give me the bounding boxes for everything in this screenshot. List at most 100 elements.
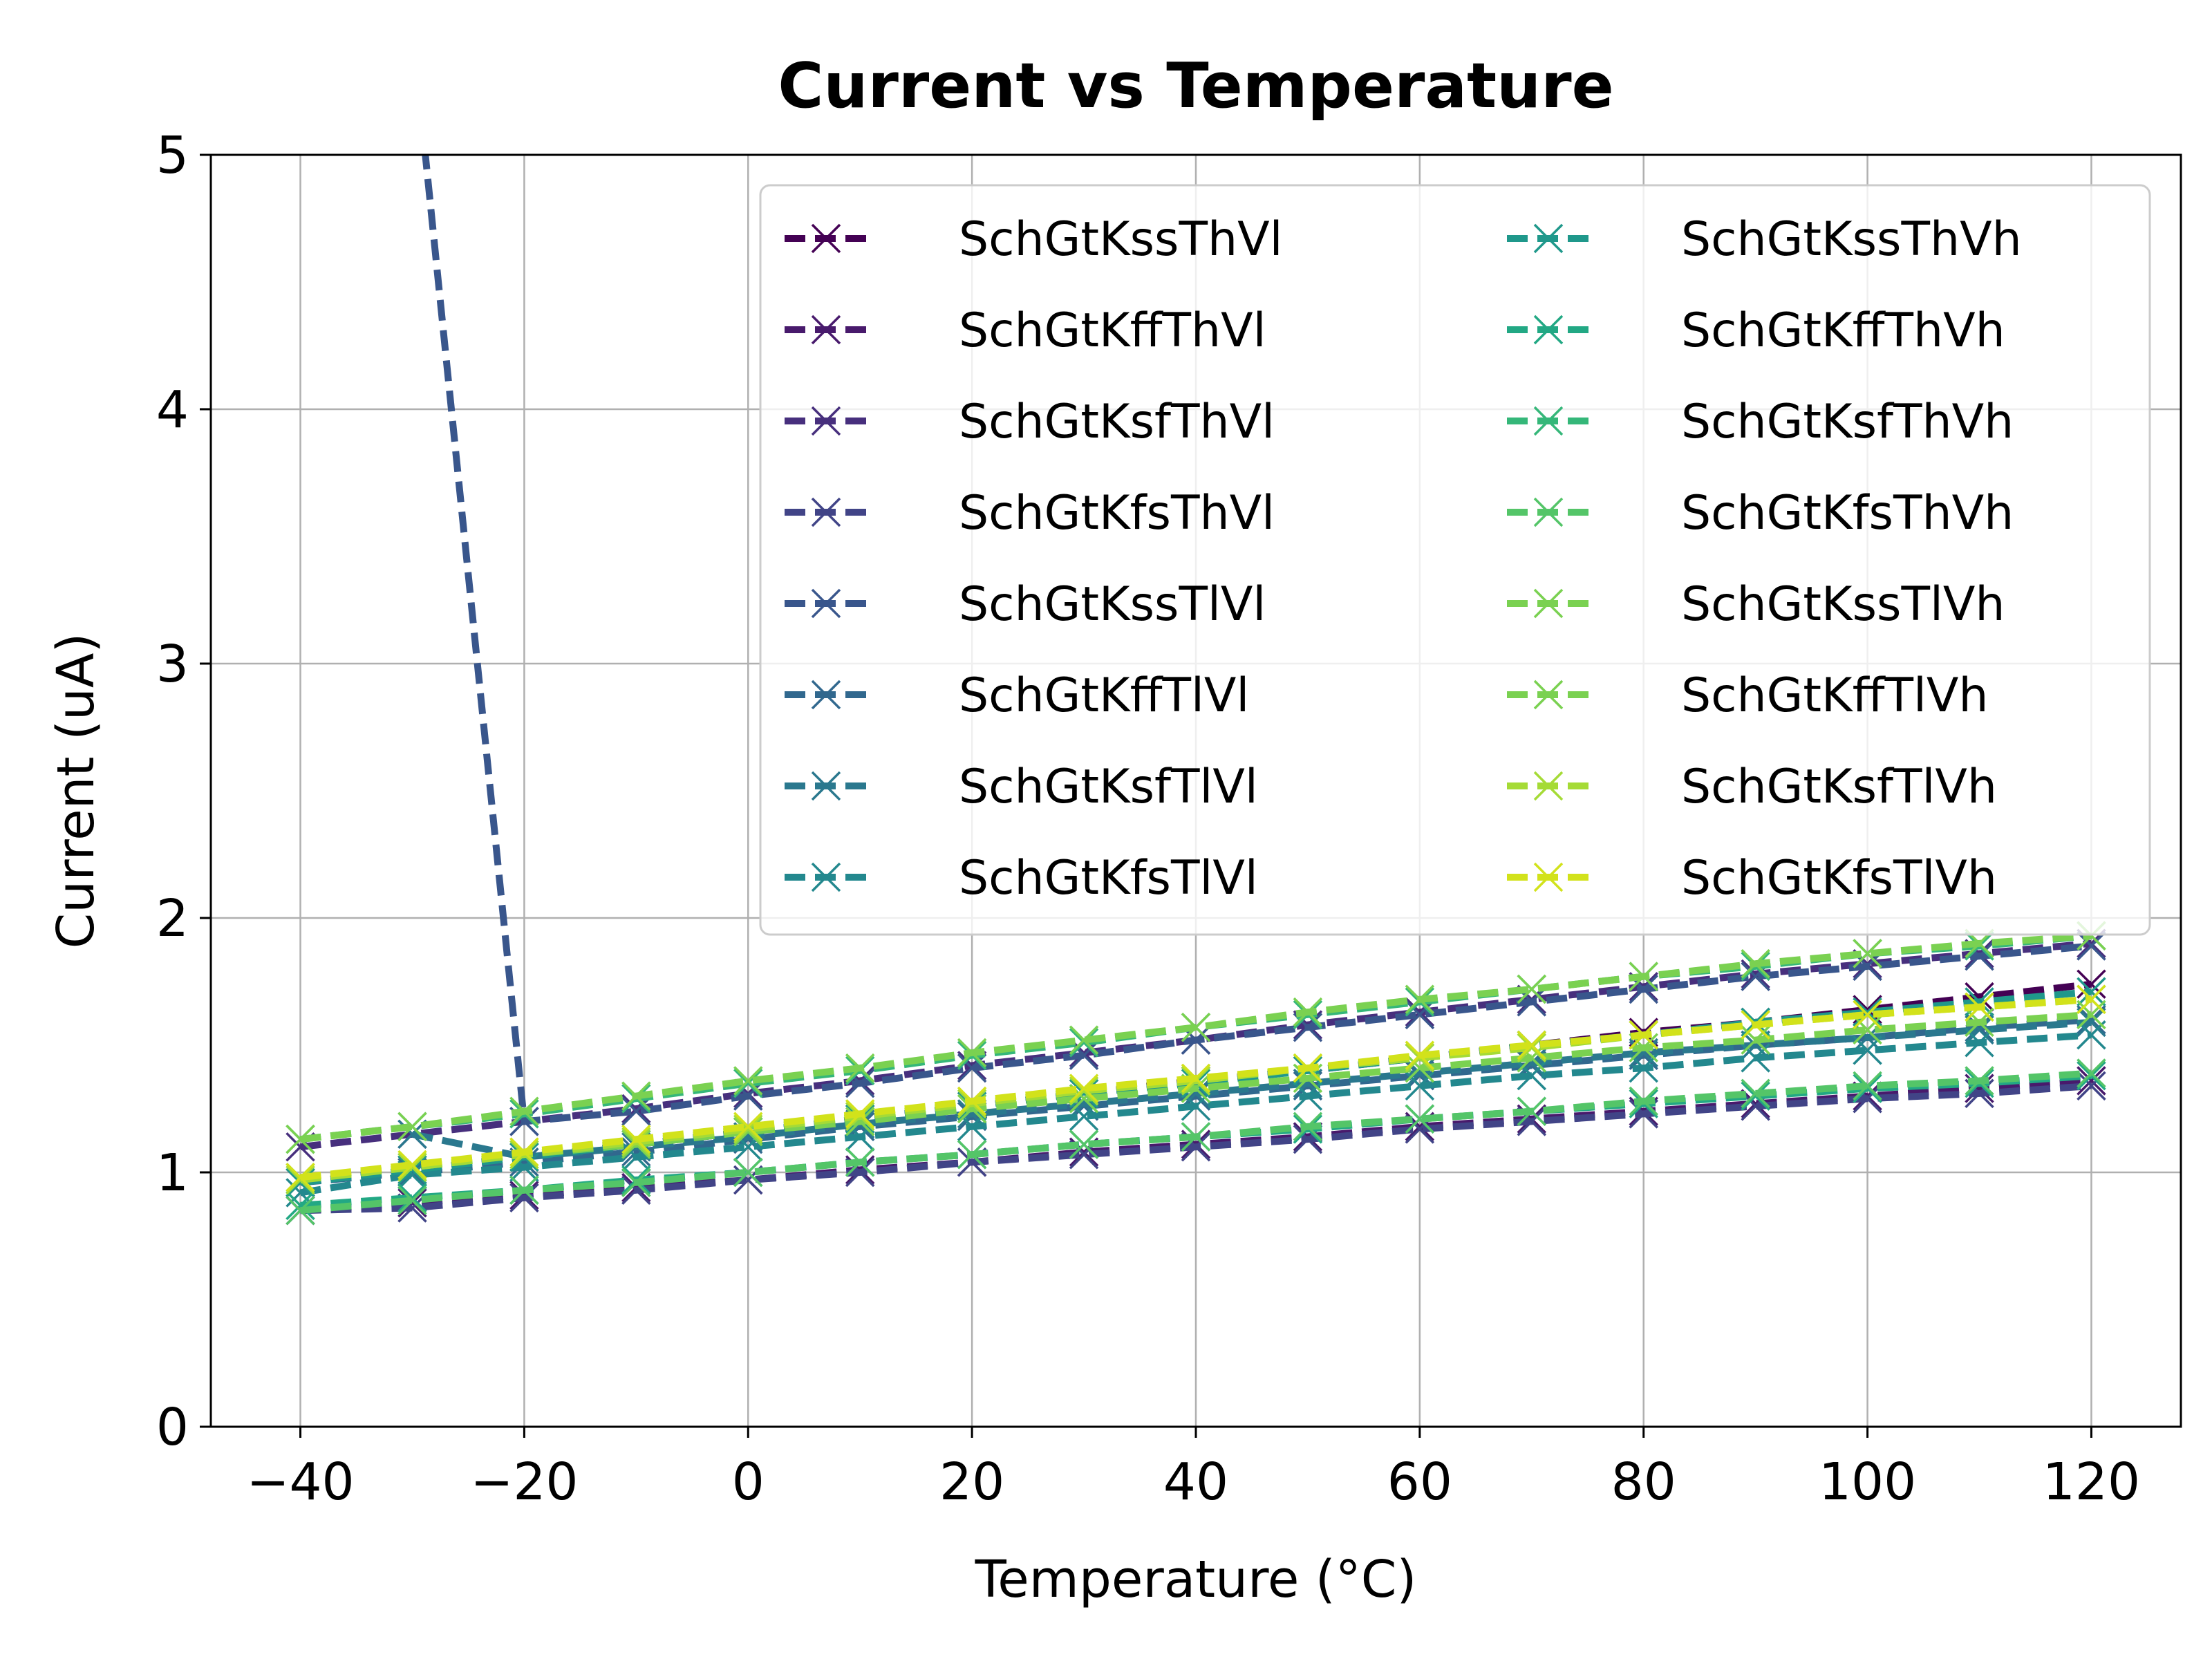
data-point-marker bbox=[285, 1165, 315, 1195]
legend-item: SchGtKsfThVl bbox=[785, 395, 1275, 449]
legend-item: SchGtKfsTlVl bbox=[785, 851, 1258, 906]
data-point-marker bbox=[1181, 1013, 1211, 1042]
data-point-marker bbox=[509, 1137, 539, 1167]
legend-item: SchGtKfsTlVh bbox=[1507, 851, 1997, 906]
legend-item: SchGtKffTlVh bbox=[1507, 668, 1989, 723]
y-tick-label: 1 bbox=[156, 1143, 189, 1203]
data-point-marker bbox=[2077, 931, 2106, 961]
data-point-marker bbox=[621, 1124, 651, 1154]
x-tick-label: −20 bbox=[470, 1452, 578, 1512]
data-point-marker bbox=[845, 1099, 875, 1129]
legend-marker bbox=[1533, 588, 1564, 619]
data-point-marker bbox=[733, 1066, 763, 1096]
legend-marker bbox=[1533, 223, 1564, 254]
y-tick-label: 2 bbox=[156, 889, 189, 948]
y-tick-label: 4 bbox=[156, 380, 189, 440]
data-point-marker bbox=[1069, 1025, 1099, 1055]
data-point-marker bbox=[285, 1190, 315, 1221]
data-point-marker bbox=[285, 1163, 315, 1192]
data-point-marker bbox=[1181, 1063, 1211, 1094]
data-point-marker bbox=[1853, 1015, 1882, 1045]
legend-marker bbox=[811, 315, 841, 345]
legend-label: SchGtKssThVl bbox=[959, 212, 1283, 267]
data-point-marker bbox=[621, 1168, 651, 1197]
data-point-marker bbox=[957, 1038, 987, 1068]
legend-label: SchGtKfsThVl bbox=[959, 486, 1275, 541]
legend-marker bbox=[1533, 406, 1564, 436]
data-point-marker bbox=[2077, 1071, 2106, 1101]
legend-marker bbox=[811, 588, 841, 619]
data-point-marker bbox=[1629, 1020, 1658, 1050]
data-point-marker bbox=[1741, 949, 1770, 979]
data-point-marker bbox=[1965, 1028, 1994, 1058]
legend-item: SchGtKssThVl bbox=[785, 212, 1283, 267]
legend-marker bbox=[1533, 497, 1564, 527]
data-point-marker bbox=[621, 1096, 651, 1126]
data-point-marker bbox=[1965, 1066, 1994, 1096]
legend-marker bbox=[811, 223, 841, 254]
data-point-marker bbox=[845, 1147, 875, 1177]
x-axis-label: Temperature (°C) bbox=[975, 1550, 1417, 1609]
legend-marker bbox=[811, 497, 841, 527]
series-SchGtKssTlVh bbox=[285, 921, 2106, 1154]
series-line bbox=[411, 1018, 2092, 1161]
x-tick-label: 0 bbox=[732, 1452, 765, 1512]
data-point-marker bbox=[285, 1195, 315, 1226]
data-point-marker bbox=[733, 1114, 763, 1144]
legend-item: SchGtKffTlVl bbox=[785, 668, 1249, 723]
data-point-marker bbox=[1853, 939, 1882, 968]
data-point-marker bbox=[1965, 987, 1994, 1017]
data-point-marker bbox=[2077, 969, 2106, 999]
chart-title: Current vs Temperature bbox=[778, 50, 1613, 122]
data-point-marker bbox=[397, 1112, 427, 1141]
legend-label: SchGtKffThVh bbox=[1681, 303, 2005, 358]
data-point-marker bbox=[1293, 1053, 1323, 1083]
data-point-marker bbox=[1741, 1078, 1770, 1109]
data-point-marker bbox=[1853, 1074, 1882, 1103]
legend-label: SchGtKsfThVl bbox=[959, 395, 1275, 449]
data-point-marker bbox=[957, 1140, 987, 1170]
data-point-marker bbox=[1069, 1028, 1099, 1058]
legend-item: SchGtKffThVh bbox=[1507, 303, 2005, 358]
y-tick-label: 5 bbox=[156, 126, 189, 185]
legend-marker bbox=[1533, 679, 1564, 710]
data-point-marker bbox=[1741, 1010, 1770, 1040]
data-point-marker bbox=[1181, 1122, 1211, 1152]
data-point-marker bbox=[1741, 1081, 1770, 1111]
data-point-marker bbox=[397, 1183, 427, 1213]
data-point-marker bbox=[1629, 1086, 1658, 1116]
data-point-marker bbox=[1517, 974, 1547, 1004]
series-SchGtKfsTlVh bbox=[285, 984, 2106, 1192]
data-point-marker bbox=[1405, 984, 1435, 1014]
data-point-marker bbox=[397, 1185, 427, 1215]
legend: SchGtKssThVl SchGtKffThVl SchGtKsfThVl SchG… bbox=[759, 184, 2151, 936]
legend-label: SchGtKsfThVh bbox=[1681, 395, 2014, 449]
legend-label: SchGtKfsTlVh bbox=[1681, 851, 1997, 906]
data-point-marker bbox=[1741, 1025, 1770, 1055]
legend-label: SchGtKssTlVl bbox=[959, 577, 1266, 632]
y-tick-label: 3 bbox=[156, 635, 189, 694]
data-point-marker bbox=[733, 1112, 763, 1141]
data-point-marker bbox=[1517, 1033, 1547, 1062]
data-point-marker bbox=[1293, 997, 1323, 1027]
series-line bbox=[422, 155, 2092, 1125]
data-point-marker bbox=[1405, 1040, 1435, 1070]
data-point-marker bbox=[1517, 1030, 1547, 1060]
data-point-marker bbox=[2077, 1058, 2106, 1088]
legend-label: SchGtKfsTlVl bbox=[959, 851, 1258, 906]
legend-item: SchGtKfsThVh bbox=[1507, 486, 2014, 541]
legend-label: SchGtKsfTlVl bbox=[959, 760, 1258, 814]
legend-marker bbox=[811, 862, 841, 892]
x-tick-label: 80 bbox=[1611, 1452, 1676, 1512]
legend-label: SchGtKfsThVh bbox=[1681, 486, 2014, 541]
legend-marker bbox=[1533, 862, 1564, 892]
x-axis-ticks: −40 −20 0 20 40 60 80 100 120 bbox=[246, 1427, 2140, 1512]
data-point-marker bbox=[509, 1096, 539, 1126]
x-tick-label: −40 bbox=[246, 1452, 354, 1512]
legend-item: SchGtKffThVl bbox=[785, 303, 1266, 358]
x-tick-label: 20 bbox=[939, 1452, 1004, 1512]
legend-label: SchGtKffThVl bbox=[959, 303, 1266, 358]
data-point-marker bbox=[1629, 962, 1658, 991]
data-point-marker bbox=[397, 1152, 427, 1182]
